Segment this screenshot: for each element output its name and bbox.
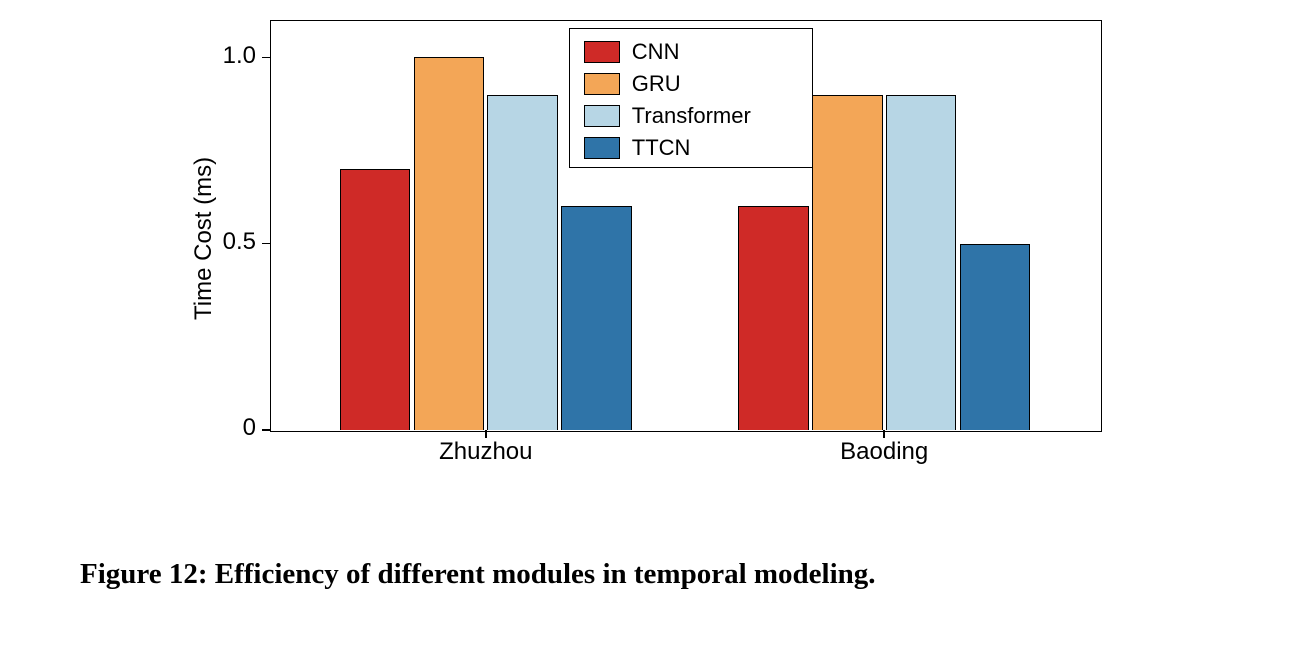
chart-area: 00.51.0Time Cost (ms)ZhuzhouBaodingCNNGR… <box>180 0 1140 480</box>
legend-label: GRU <box>632 71 681 97</box>
xtick-label: Zhuzhou <box>439 438 532 466</box>
bar-transformer-baoding <box>886 95 957 430</box>
legend-swatch <box>584 41 620 63</box>
xtick-mark <box>485 430 487 438</box>
legend-item-gru: GRU <box>584 71 681 97</box>
y-axis-label: Time Cost (ms) <box>190 157 218 320</box>
xtick-mark <box>883 430 885 438</box>
legend-item-cnn: CNN <box>584 39 680 65</box>
bar-cnn-zhuzhou <box>340 169 411 430</box>
bar-ttcn-zhuzhou <box>561 206 632 430</box>
legend-swatch <box>584 73 620 95</box>
legend-item-ttcn: TTCN <box>584 135 691 161</box>
bar-gru-zhuzhou <box>414 57 485 430</box>
bar-gru-baoding <box>812 95 883 430</box>
ytick-label: 1.0 <box>200 42 256 70</box>
ytick-label: 0 <box>200 414 256 442</box>
legend-item-transformer: Transformer <box>584 103 751 129</box>
legend-label: CNN <box>632 39 680 65</box>
bar-cnn-baoding <box>738 206 809 430</box>
bar-transformer-zhuzhou <box>487 95 558 430</box>
legend-swatch <box>584 137 620 159</box>
figure-caption: Figure 12: Efficiency of different modul… <box>80 555 1080 594</box>
legend-swatch <box>584 105 620 127</box>
legend-label: TTCN <box>632 135 691 161</box>
figure-wrap: 00.51.0Time Cost (ms)ZhuzhouBaodingCNNGR… <box>40 0 1272 480</box>
legend: CNN GRU Transformer TTCN <box>569 28 813 168</box>
ytick-mark <box>262 243 270 245</box>
xtick-label: Baoding <box>840 438 928 466</box>
ytick-mark <box>262 57 270 59</box>
ytick-mark <box>262 429 270 431</box>
legend-label: Transformer <box>632 103 751 129</box>
bar-ttcn-baoding <box>960 244 1031 430</box>
